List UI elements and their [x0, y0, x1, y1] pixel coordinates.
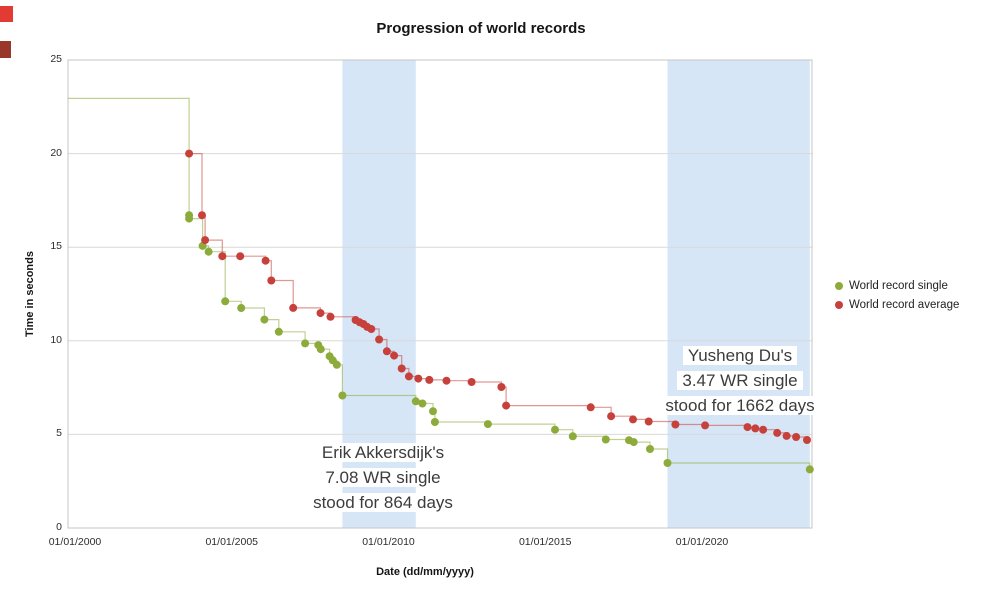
annotation-line: stood for 864 days [308, 493, 458, 512]
data-point-average [671, 420, 680, 429]
data-point-average [218, 252, 227, 261]
data-point-single [429, 407, 437, 416]
data-point-average [316, 309, 325, 318]
legend-item: World record average [835, 295, 959, 314]
screen-artifact-red-square [0, 6, 13, 22]
data-point-average [701, 421, 710, 430]
data-point-average [367, 325, 376, 333]
x-axis-title: Date (dd/mm/yyyy) [376, 566, 474, 578]
x-tick-label: 01/01/2015 [518, 536, 572, 548]
data-point-single [274, 327, 283, 336]
data-point-average [414, 374, 423, 383]
data-point-average [390, 351, 399, 360]
data-point-average [289, 303, 298, 312]
data-point-single [301, 339, 310, 348]
x-tick-label: 01/01/2010 [362, 536, 415, 548]
data-point-average [267, 276, 276, 285]
data-point-single [221, 297, 230, 306]
data-point-single [430, 418, 439, 426]
data-point-average [382, 347, 391, 356]
data-point-average [629, 415, 637, 424]
data-point-single [483, 420, 492, 429]
data-point-average [425, 375, 434, 384]
plot-border [67, 59, 813, 529]
annotation-line: 3.47 WR single [677, 371, 803, 390]
x-tick-label: 01/01/2000 [48, 536, 102, 548]
data-point-single [185, 214, 194, 223]
data-point-single [316, 345, 325, 354]
data-point-single [204, 247, 213, 256]
data-point-single [338, 391, 347, 400]
data-point-single [663, 459, 672, 467]
data-point-single [568, 432, 577, 441]
data-point-average [792, 433, 801, 441]
data-point-average [743, 423, 752, 432]
chart-legend: World record single World record average [835, 276, 959, 314]
data-point-average [644, 417, 653, 426]
y-tick-label: 20 [50, 146, 62, 159]
data-point-average [261, 256, 270, 265]
data-point-average [375, 335, 384, 344]
y-axis-title: Time in seconds [24, 251, 36, 337]
data-point-average [803, 436, 811, 444]
y-tick-label: 0 [56, 521, 62, 533]
data-point-single [418, 399, 427, 408]
y-tick-label: 15 [50, 240, 62, 253]
legend-marker-icon [835, 281, 843, 290]
data-point-average [607, 412, 616, 421]
data-point-single [601, 435, 610, 444]
data-point-single [551, 425, 559, 434]
legend-marker-icon [835, 300, 843, 309]
legend-label: World record single [849, 279, 948, 292]
data-point-average [759, 425, 768, 434]
data-point-average [782, 431, 791, 440]
annotation-line: Yusheng Du's [682, 346, 798, 365]
data-point-average [442, 376, 451, 385]
annotation-line: 7.08 WR single [320, 468, 446, 487]
annotation-yusheng-du: Yusheng Du's 3.47 WR single stood for 16… [608, 343, 872, 418]
legend-label: World record average [849, 298, 960, 311]
data-point-average [497, 383, 506, 391]
data-point-average [751, 424, 760, 433]
data-point-average [236, 252, 245, 261]
x-tick-label: 01/01/2020 [675, 536, 729, 548]
screen-artifact-dark-red-square [0, 41, 11, 58]
data-point-average [773, 428, 782, 437]
highlight-band-2 [667, 60, 810, 528]
chart-title: Progression of world records [376, 20, 586, 37]
data-point-average [201, 236, 210, 245]
data-point-single [629, 438, 638, 447]
y-tick-label: 5 [56, 427, 62, 440]
data-point-average [397, 364, 406, 373]
data-point-average [467, 378, 476, 386]
data-point-single [646, 445, 654, 453]
data-point-single [332, 360, 341, 369]
data-point-single [260, 315, 269, 324]
annotation-line: stood for 1662 days [660, 396, 820, 415]
data-point-average [586, 403, 595, 412]
y-tick-label: 25 [50, 53, 62, 65]
y-tick-label: 10 [50, 333, 62, 346]
data-point-single [411, 397, 420, 406]
data-point-average [198, 211, 206, 220]
data-point-average [404, 372, 413, 381]
data-point-average [326, 312, 335, 321]
data-point-single [805, 465, 814, 474]
data-point-average [185, 149, 194, 158]
annotation-line: Erik Akkersdijk's [316, 443, 450, 462]
legend-item: World record single [835, 276, 959, 295]
data-point-single [237, 304, 246, 312]
data-point-average [502, 401, 511, 410]
x-tick-label: 01/01/2005 [205, 536, 259, 548]
annotation-erik-akkersdijk: Erik Akkersdijk's 7.08 WR single stood f… [253, 440, 513, 515]
